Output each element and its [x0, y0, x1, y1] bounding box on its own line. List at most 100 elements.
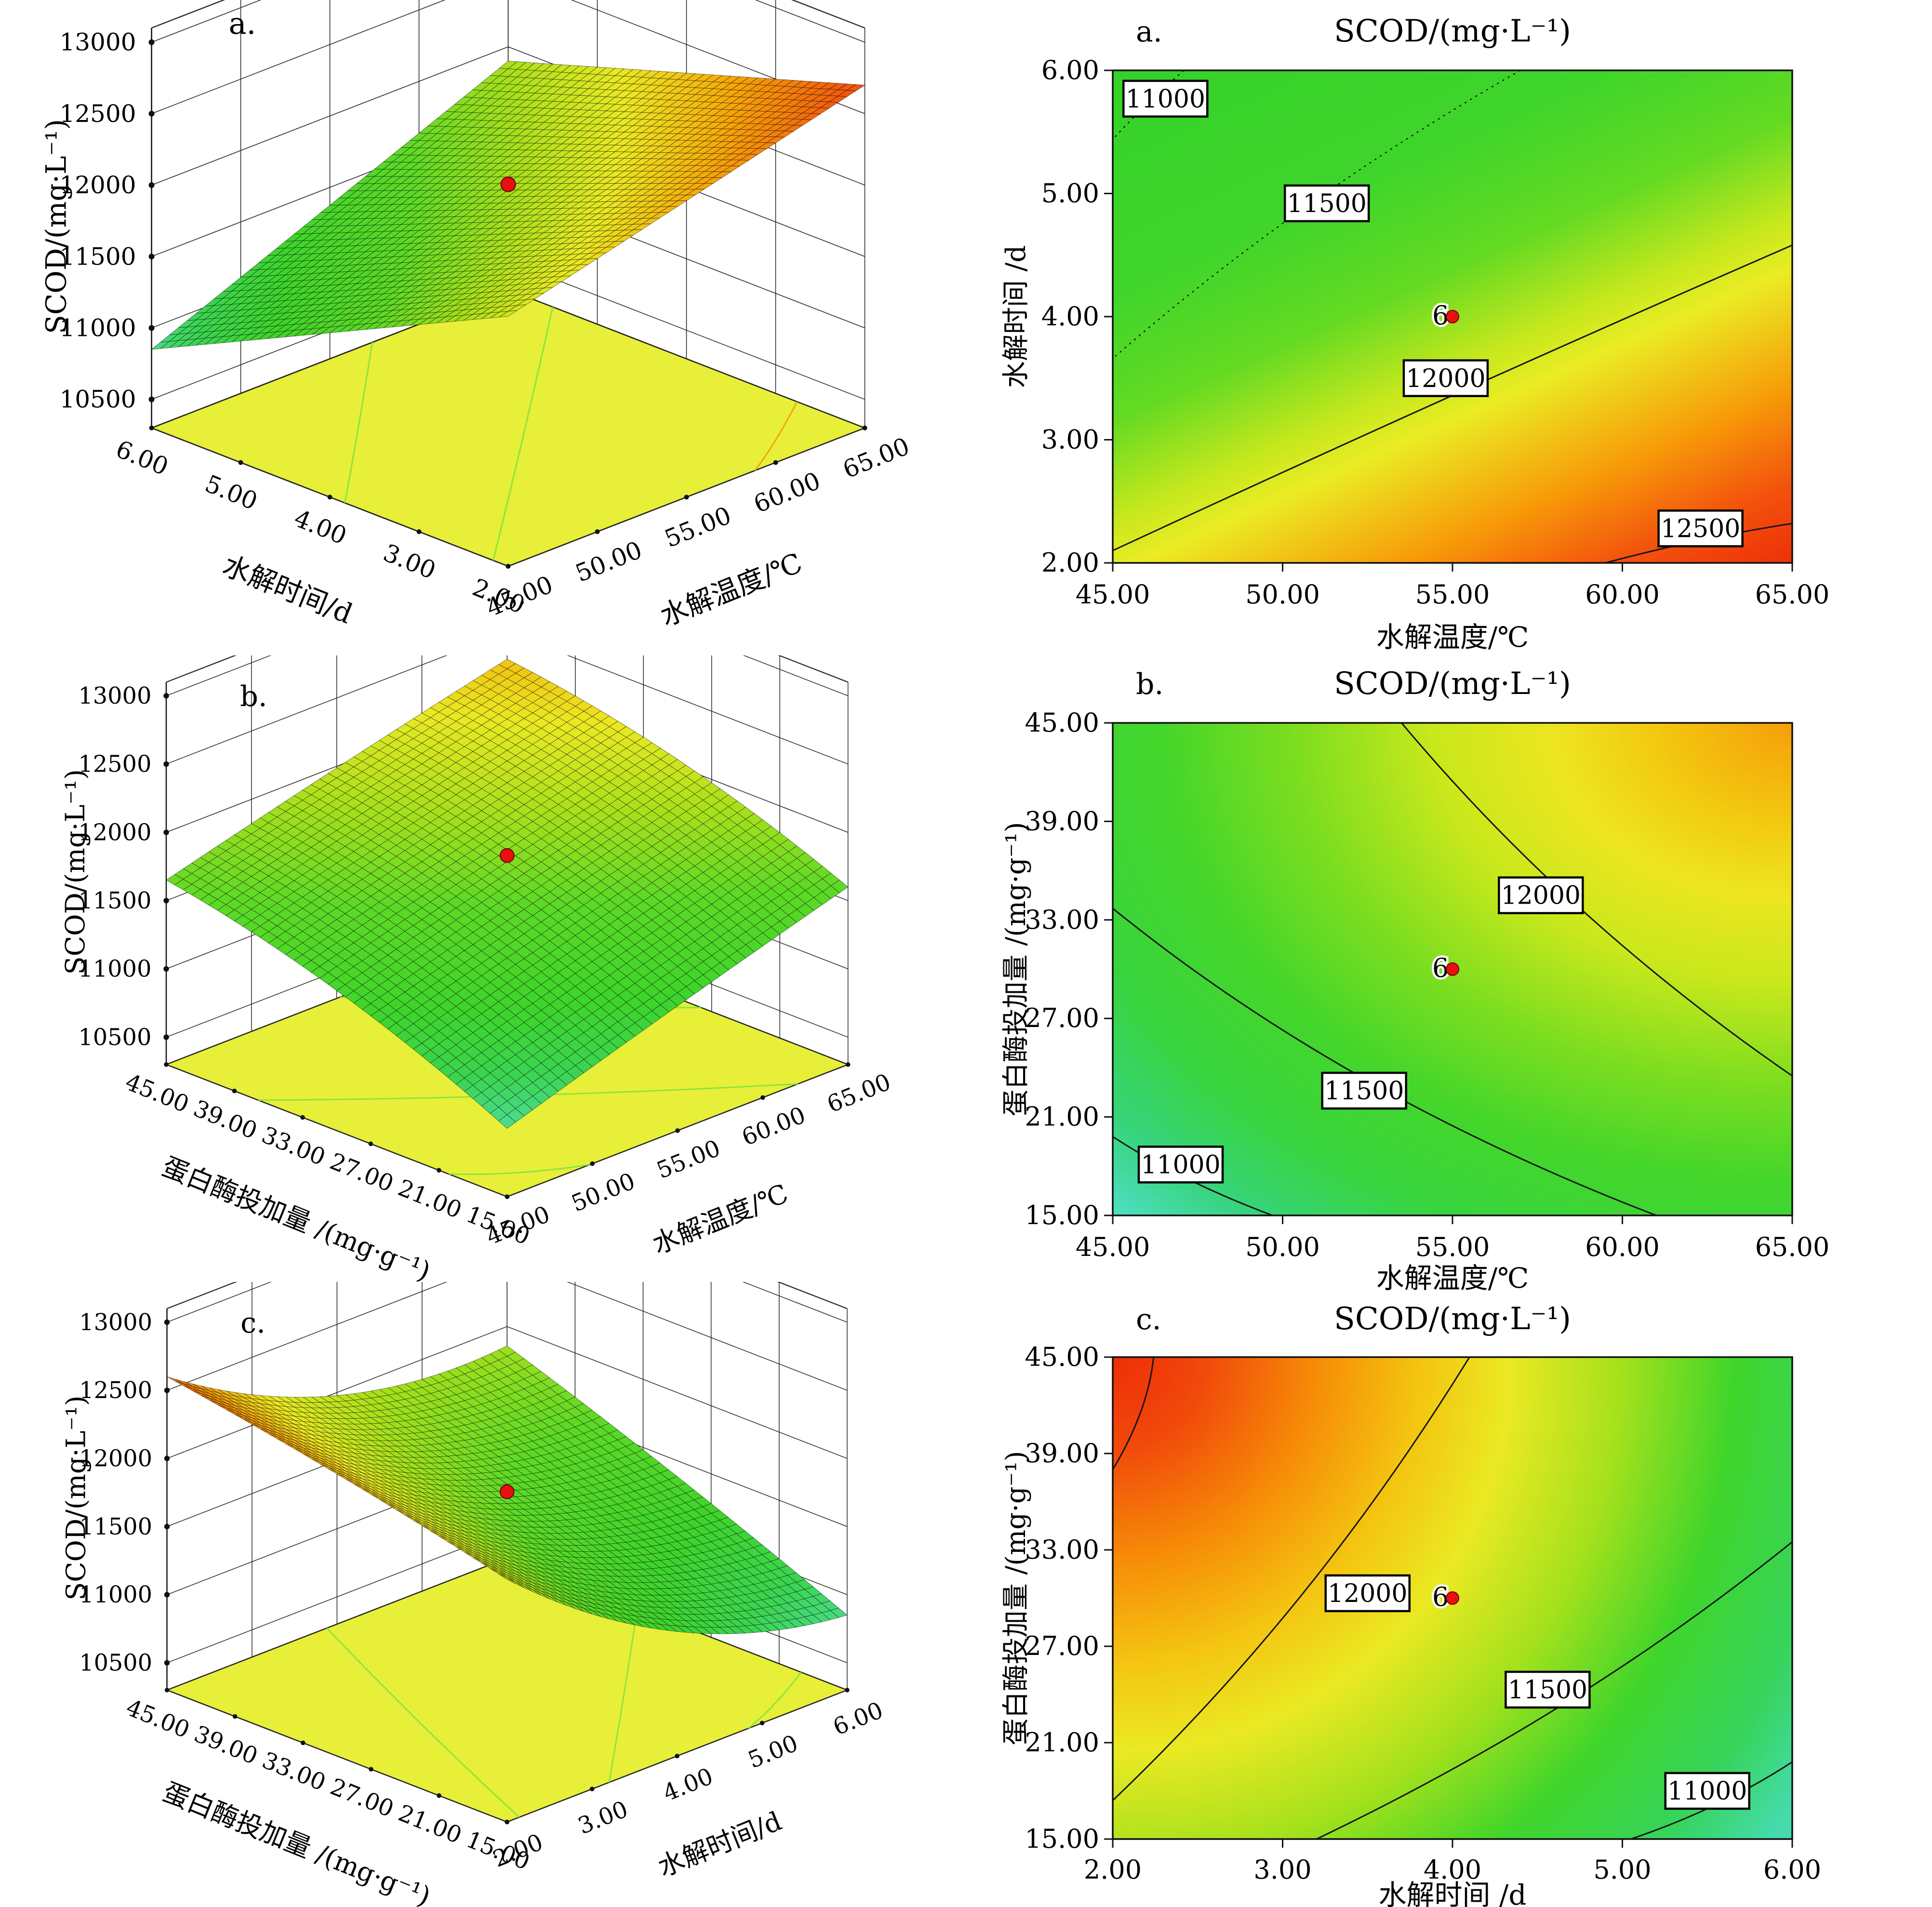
- panel-letter: c.: [1136, 1303, 1161, 1336]
- contour-plot-c: 12000 11500 11000 6 2.00 3.00 4.00 5.00 6.00 45.0…: [1000, 1301, 1821, 1907]
- z-tick-label: 12000: [78, 819, 151, 846]
- contour-label-text: 11500: [1508, 1676, 1587, 1705]
- surface-panel-b: 10500 11000 11500 12000 12500 13000 SCOD/(mg·L…: [0, 655, 968, 1282]
- contour-level-labels: 11000 11500 12000 12500: [1122, 80, 1744, 547]
- z-tick-label: 13000: [79, 1309, 152, 1336]
- right-axis-title: 水解温度/℃: [648, 1178, 793, 1260]
- right-axis-tick-label: 50.00: [568, 1168, 639, 1217]
- floor-contour-line: [608, 1608, 638, 1783]
- x-tick-label: 45.00: [1076, 1232, 1150, 1262]
- left-axis-tick-label: 21.00: [394, 1174, 465, 1224]
- z-tick-label: 11500: [78, 888, 151, 914]
- y-axis-title: 蛋白酶投加量 /(mg·g⁻¹): [1000, 822, 1032, 1117]
- right-axis-tick-label: 65.00: [839, 432, 913, 484]
- z-tick-label: 12000: [59, 171, 136, 199]
- z-tick-label: 11500: [79, 1514, 152, 1540]
- x-tick-label: 2.00: [1084, 1854, 1142, 1885]
- panel-letter: a.: [1136, 15, 1162, 49]
- z-tick-label: 11500: [59, 242, 136, 270]
- z-axis: 10500 11000 11500 12000 12500 13000 SCOD/(mg·L…: [61, 1308, 170, 1690]
- x-tick-label: 50.00: [1245, 1232, 1320, 1262]
- contour-panel-c: 12000 11500 11000 6 2.00 3.00 4.00 5.00 6.00 45.0…: [968, 1292, 1932, 1907]
- left-axis-title: 蛋白酶投加量 /(mg·g⁻¹): [158, 1151, 435, 1282]
- contour-line-12000: [1112, 1357, 1470, 1801]
- design-point: 6: [1430, 298, 1459, 333]
- floor-contour-line: [754, 401, 798, 471]
- right-axis-tick-label: 50.00: [572, 536, 646, 587]
- z-tick-label: 11000: [78, 956, 151, 983]
- surface-plot-a: 10500 11000 11500 12000 12500 13000 SCOD/(mg·L…: [40, 0, 913, 633]
- x-tick-label: 50.00: [1245, 579, 1320, 610]
- x-tick-label: 3.00: [1253, 1854, 1311, 1885]
- right-axis-tick-label: 4.00: [659, 1763, 717, 1807]
- x-tick-label: 4.00: [1424, 1854, 1481, 1885]
- surface-panel-a: 10500 11000 11500 12000 12500 13000 SCOD/(mg·L…: [0, 0, 968, 655]
- contour-level-labels: 11000 11500 12000: [1137, 876, 1584, 1184]
- z-axis: 10500 11000 11500 12000 12500 13000 SCOD/(mg·L…: [40, 28, 155, 428]
- axes: 2.00 3.00 4.00 5.00 6.00 45.00 39.00 33.00 27.00…: [1000, 1342, 1821, 1907]
- contour-label-text: 12500: [1661, 514, 1740, 543]
- right-axis-title: 水解温度/℃: [656, 547, 807, 633]
- left-axis-tick-label: 4.00: [290, 504, 350, 550]
- left-axis-tick-label: 33.00: [258, 1747, 329, 1796]
- response-surface-mesh: [151, 61, 865, 350]
- z-axis: 10500 11000 11500 12000 12500 13000 SCOD/(mg·L…: [60, 682, 169, 1065]
- x-axis-title: 水解温度/℃: [1376, 1262, 1529, 1292]
- contour-plot-b: 11000 11500 12000 6 45.00 50.00 55.00 60.00 65.0…: [1000, 666, 1829, 1292]
- axes: 45.00 50.00 55.00 60.00 65.00 45.00 39.00 33.00…: [1000, 707, 1829, 1292]
- x-tick-label: 60.00: [1585, 1232, 1660, 1262]
- right-axis-tick-label: 60.00: [750, 467, 824, 518]
- contour-label-text: 12000: [1501, 881, 1581, 910]
- z-tick-label: 12000: [79, 1445, 152, 1472]
- left-axis-tick-label: 27.00: [326, 1774, 397, 1823]
- response-surface-mesh: [166, 659, 849, 1129]
- floor-contour-line: [748, 1672, 802, 1729]
- design-center-point: [499, 1484, 515, 1499]
- contour-line-12500: [1112, 1357, 1155, 1470]
- contour-level-labels: 12000 11500 11000: [1324, 1574, 1750, 1810]
- right-axis-tick-label: 5.00: [745, 1730, 802, 1774]
- x-tick-label: 45.00: [1076, 579, 1150, 610]
- left-axis-tick-label: 45.00: [122, 1694, 193, 1744]
- y-tick-label: 27.00: [1025, 1003, 1099, 1033]
- panel-letter: b.: [240, 680, 267, 713]
- left-axis-tick-label: 3.00: [379, 539, 440, 585]
- right-axis-title: 水解时间/d: [653, 1806, 786, 1883]
- floor-contour-line: [344, 342, 373, 503]
- z-tick-label: 11000: [79, 1582, 152, 1608]
- y-tick-label: 21.00: [1025, 1102, 1099, 1132]
- z-tick-label: 12500: [59, 100, 136, 128]
- z-tick-label: 10500: [79, 1650, 152, 1677]
- y-tick-label: 33.00: [1025, 905, 1099, 935]
- plot-title: SCOD/(mg·L⁻¹): [1334, 1301, 1571, 1337]
- z-tick-label: 11000: [59, 314, 136, 342]
- right-axis-tick-label: 3.00: [574, 1796, 632, 1840]
- contour-label-text: 11000: [1667, 1777, 1747, 1806]
- y-tick-label: 4.00: [1041, 301, 1099, 332]
- plot-title: SCOD/(mg·L⁻¹): [1334, 666, 1571, 702]
- left-axis-tick-label: 33.00: [258, 1122, 329, 1171]
- y-tick-label: 5.00: [1041, 178, 1099, 209]
- x-tick-label: 55.00: [1415, 1232, 1490, 1262]
- z-axis-title: SCOD/(mg·L⁻¹): [60, 769, 91, 974]
- z-tick-label: 12500: [78, 751, 151, 778]
- right-axis-tick-label: 6.00: [829, 1697, 887, 1741]
- x-tick-label: 65.00: [1755, 579, 1830, 610]
- design-center-point: [500, 176, 516, 192]
- design-center-point: [500, 848, 515, 863]
- left-axis-tick-label: 39.00: [190, 1721, 261, 1770]
- axes: 45.00 50.00 55.00 60.00 65.00 6.00 5.00 4.00 3.0…: [1000, 55, 1829, 653]
- plot-title: SCOD/(mg·L⁻¹): [1334, 13, 1571, 49]
- z-axis-title: SCOD/(mg·L⁻¹): [40, 119, 73, 334]
- surface-plot-c: 10500 11000 11500 12000 12500 13000 SCOD/(mg·L…: [61, 1282, 887, 1907]
- left-axis-tick-label: 39.00: [190, 1095, 261, 1145]
- y-axis-title: 水解时间 /d: [1000, 245, 1032, 388]
- response-surface-mesh: [166, 1346, 848, 1634]
- left-axis-title: 水解时间/d: [218, 549, 357, 630]
- right-axis-tick-label: 55.00: [653, 1135, 724, 1184]
- x-tick-label: 5.00: [1593, 1854, 1651, 1885]
- contour-line-11500: [1112, 69, 1521, 359]
- panel-letter: c.: [240, 1306, 266, 1339]
- z-tick-label: 10500: [78, 1024, 151, 1051]
